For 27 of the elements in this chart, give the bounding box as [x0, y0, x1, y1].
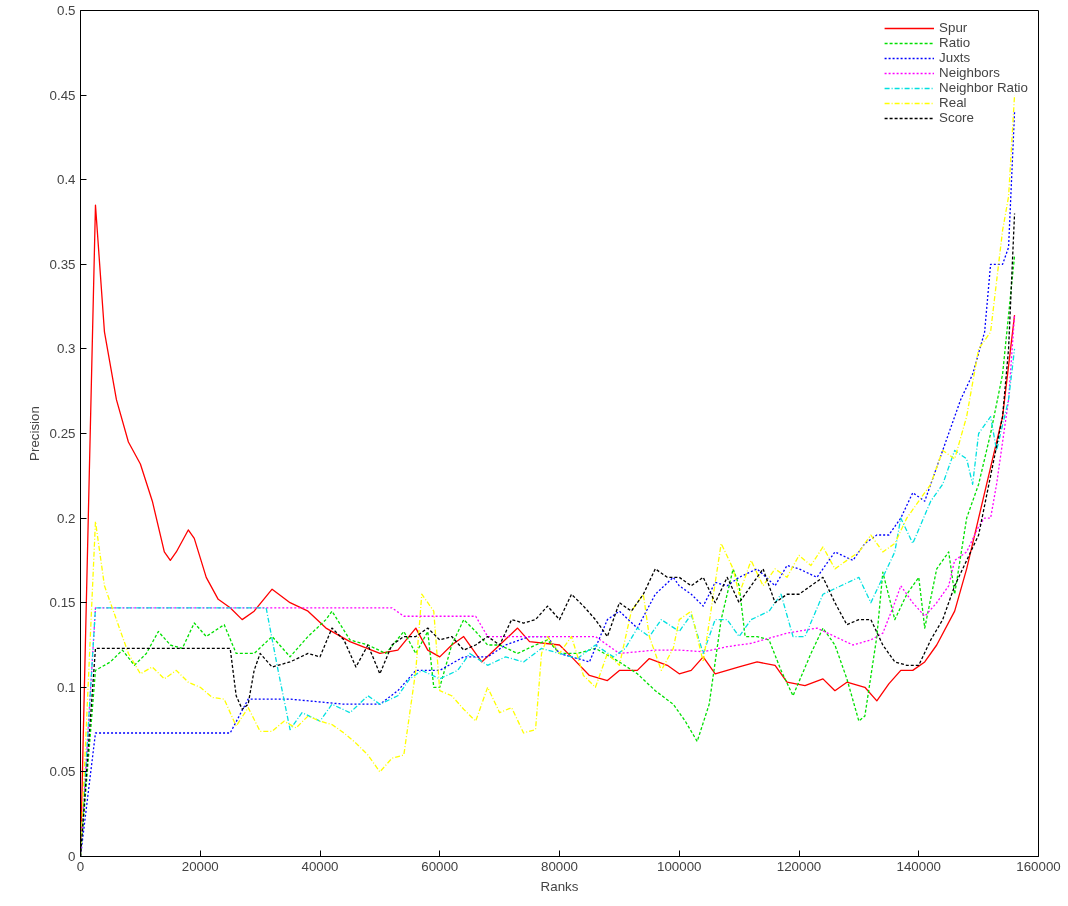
x-tick-label: 60000: [421, 858, 459, 874]
y-tick-label: 0.3: [56, 341, 76, 357]
legend-label: Ratio: [939, 35, 971, 50]
y-tick-label: 0.2: [56, 510, 76, 526]
y-tick-label: 0.5: [56, 3, 76, 18]
legend-label: Score: [939, 110, 974, 125]
y-tick-label: 0.15: [49, 595, 76, 611]
y-tick-label: 0.4: [56, 172, 77, 188]
legend-label: Neighbor Ratio: [939, 80, 1028, 95]
legend-label: Juxts: [939, 50, 971, 65]
x-tick-label: 40000: [301, 858, 339, 874]
y-tick-label: 0.1: [56, 679, 76, 695]
y-axis-title: Precision: [26, 406, 42, 461]
y-tick-label: 0.45: [49, 87, 76, 103]
legend-label: Real: [939, 95, 967, 110]
x-tick-label: 100000: [657, 858, 702, 874]
x-tick-label: 120000: [776, 858, 822, 874]
x-tick-label: 20000: [181, 858, 219, 874]
x-axis-title: Ranks: [540, 878, 579, 894]
x-tick-label: 140000: [896, 858, 941, 874]
x-tick-label: 80000: [540, 858, 579, 874]
y-tick-label: 0.05: [49, 764, 76, 780]
y-tick-label: 0.25: [49, 426, 76, 441]
x-tick-label: 160000: [1016, 858, 1061, 874]
y-tick-label: 0.35: [49, 256, 76, 272]
legend-label: Spur: [939, 20, 968, 35]
legend-label: Neighbors: [939, 65, 1000, 80]
